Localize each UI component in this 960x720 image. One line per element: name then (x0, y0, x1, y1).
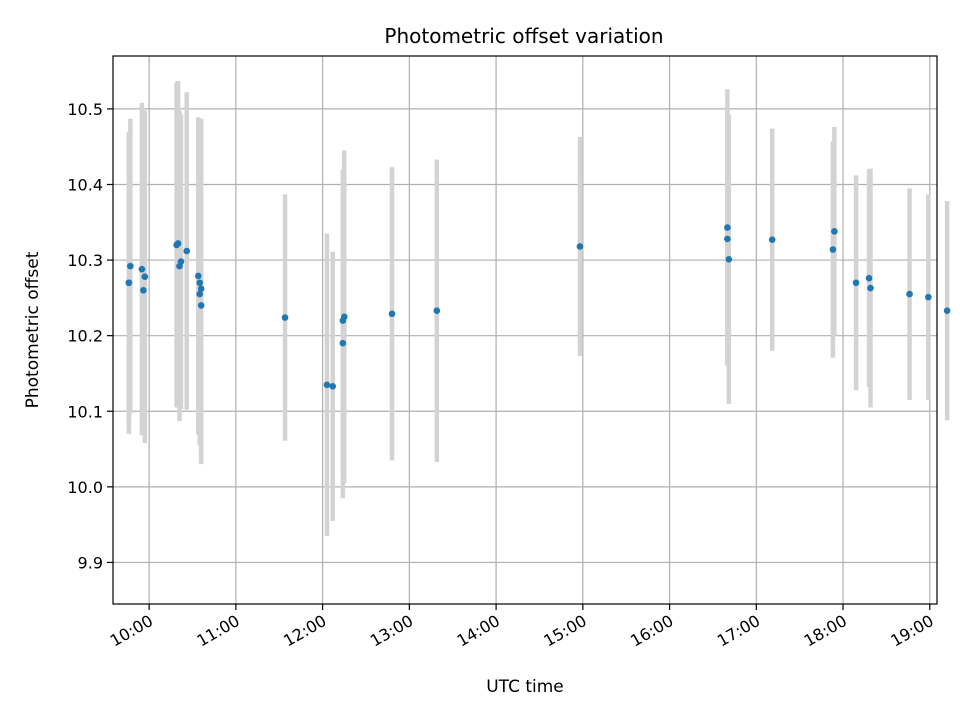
data-point (194, 272, 202, 280)
data-point (197, 285, 205, 293)
data-point (925, 293, 932, 301)
data-point (323, 381, 331, 389)
chart-title: Photometric offset variation (384, 24, 663, 48)
data-point (183, 247, 191, 255)
data-point (329, 383, 337, 390)
data-point (906, 290, 913, 298)
data-point (768, 236, 776, 243)
data-point (829, 246, 837, 253)
data-points (125, 224, 951, 390)
data-point (340, 313, 348, 321)
plot-frame (112, 55, 938, 605)
data-point (831, 228, 838, 235)
y-tick-label: 10.0 (67, 478, 103, 497)
data-point (576, 243, 584, 250)
y-axis-label: Photometric offset (23, 251, 43, 408)
data-point (725, 256, 733, 263)
data-point (196, 279, 204, 287)
data-point (127, 262, 134, 270)
data-point (339, 339, 347, 347)
data-point (388, 310, 396, 318)
y-tick-label: 10.1 (67, 402, 103, 421)
data-point (433, 307, 441, 315)
y-tick-label: 10.4 (67, 175, 103, 194)
data-point (867, 284, 874, 292)
data-point (724, 224, 731, 231)
data-point (141, 273, 149, 281)
x-axis-label: UTC time (486, 677, 564, 697)
y-tick-label: 10.2 (67, 327, 103, 346)
data-point (197, 302, 205, 309)
data-point (196, 290, 204, 298)
data-point (724, 235, 731, 243)
data-point (125, 279, 133, 287)
data-point (281, 314, 289, 321)
data-point (943, 307, 951, 315)
y-tick-label: 9.9 (78, 553, 103, 572)
data-point (140, 287, 147, 294)
data-point (852, 279, 860, 287)
data-point (865, 274, 873, 282)
data-point (174, 240, 182, 247)
y-tick-label: 10.3 (67, 251, 103, 270)
data-point (138, 265, 146, 273)
y-tick-label: 10.5 (67, 100, 103, 119)
y-axis-ticks: 9.9 10.0 10.1 10.2 10.3 10.4 10.5 (67, 100, 113, 572)
data-point (177, 258, 185, 265)
